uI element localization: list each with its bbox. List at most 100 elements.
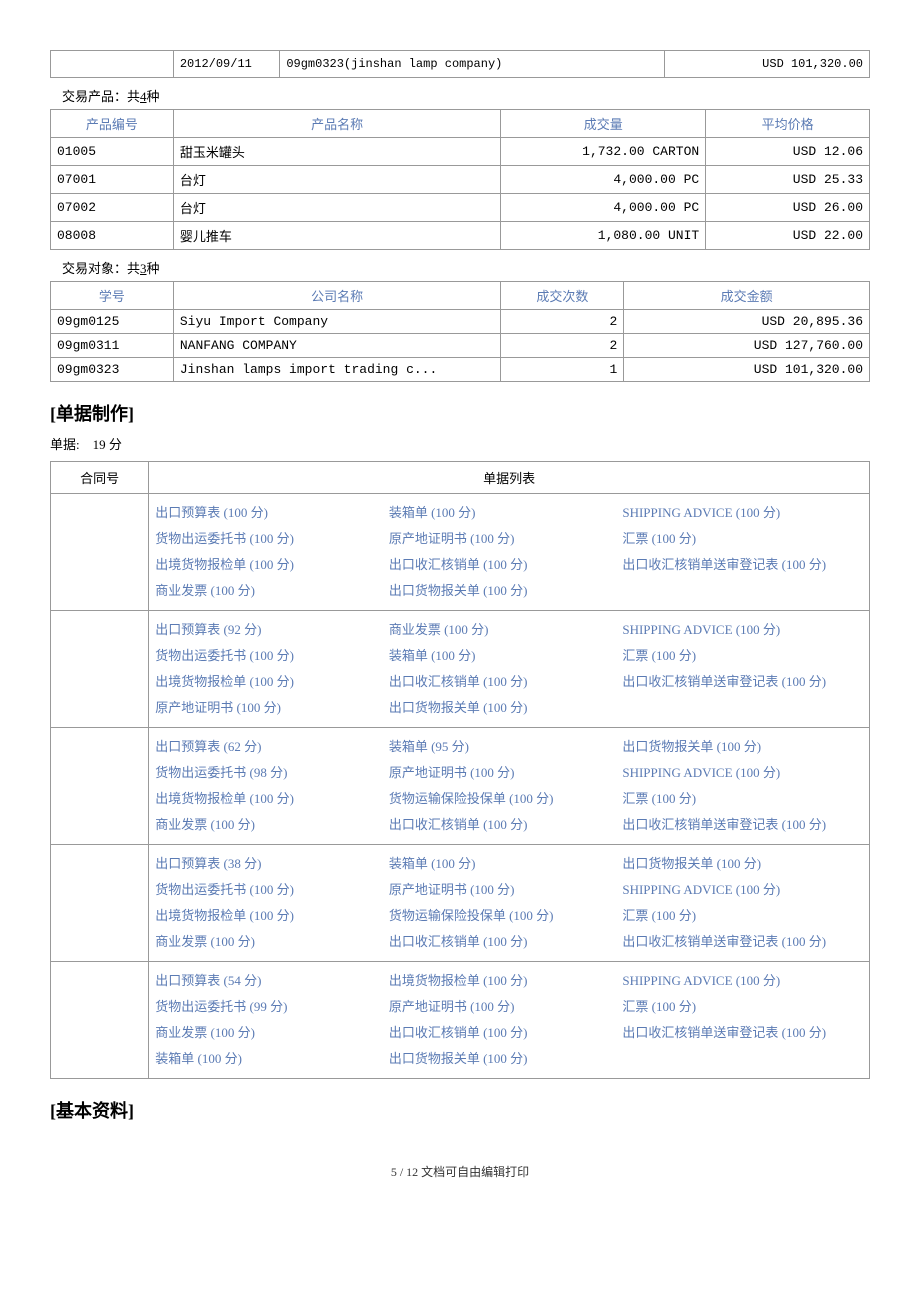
doc-link[interactable]: 装箱单 (100 分) — [155, 1051, 242, 1066]
doc-link[interactable]: 出口收汇核销单送审登记表 (100 分) — [622, 674, 826, 689]
product-qty: 4,000.00 PC — [501, 166, 706, 194]
product-price: USD 12.06 — [706, 138, 870, 166]
doc-link[interactable]: 出口预算表 (38 分) — [155, 856, 261, 871]
doc-link[interactable]: 出口预算表 (62 分) — [155, 739, 261, 754]
doc-link[interactable]: 商业发票 (100 分) — [155, 1025, 255, 1040]
documents-table: 合同号 单据列表 出口预算表 (100 分)装箱单 (100 分)SHIPPIN… — [50, 461, 870, 1079]
doc-link[interactable]: 出口货物报关单 (100 分) — [622, 739, 761, 754]
doc-link[interactable]: 装箱单 (100 分) — [389, 505, 476, 520]
doc-link[interactable]: 出口货物报关单 (100 分) — [389, 583, 528, 598]
doc-link[interactable]: 货物出运委托书 (100 分) — [155, 531, 294, 546]
partner-id: 09gm0125 — [51, 310, 174, 334]
doc-link[interactable]: SHIPPING ADVICE (100 分) — [622, 622, 780, 637]
doc-link[interactable]: 出境货物报检单 (100 分) — [389, 973, 528, 988]
doc-link[interactable]: 出口收汇核销单送审登记表 (100 分) — [622, 934, 826, 949]
doc-link[interactable]: 出口预算表 (54 分) — [155, 973, 261, 988]
doc-link[interactable]: 装箱单 (95 分) — [389, 739, 469, 754]
doc-link[interactable]: 出口收汇核销单 (100 分) — [389, 1025, 528, 1040]
doc-link[interactable]: 货物出运委托书 (100 分) — [155, 648, 294, 663]
partner-name: Siyu Import Company — [173, 310, 501, 334]
doc-link[interactable]: 原产地证明书 (100 分) — [155, 700, 281, 715]
doc-list-cell: 出口预算表 (38 分) 装箱单 (100 分) 出口货物报关单 (100 分) 货物… — [149, 845, 870, 962]
col-student-id: 学号 — [51, 282, 174, 310]
doc-link[interactable]: 装箱单 (100 分) — [389, 856, 476, 871]
table-row: 出口预算表 (92 分) 商业发票 (100 分) SHIPPING ADVICE … — [51, 611, 870, 728]
doc-link[interactable]: 货物运输保险投保单 (100 分) — [389, 908, 554, 923]
products-caption: 交易产品：共4种 — [62, 86, 870, 105]
doc-link[interactable]: 出境货物报检单 (100 分) — [155, 557, 294, 572]
doc-link[interactable]: 出口收汇核销单 (100 分) — [389, 674, 528, 689]
doc-link[interactable]: 汇票 (100 分) — [622, 791, 696, 806]
doc-link[interactable]: 装箱单 (100 分) — [389, 648, 476, 663]
contract-cell — [51, 728, 149, 845]
doc-link[interactable]: 出口收汇核销单 (100 分) — [389, 817, 528, 832]
table-row: 09gm0125Siyu Import Company2USD 20,895.3… — [51, 310, 870, 334]
table-row: 出口预算表 (62 分) 装箱单 (95 分) 出口货物报关单 (100 分) 货物出… — [51, 728, 870, 845]
col-deal-count: 成交次数 — [501, 282, 624, 310]
partners-table: 学号 公司名称 成交次数 成交金额 09gm0125Siyu Import Co… — [50, 281, 870, 382]
doc-link[interactable]: 汇票 (100 分) — [622, 531, 696, 546]
doc-link[interactable]: 商业发票 (100 分) — [155, 583, 255, 598]
table-row: 出口预算表 (38 分) 装箱单 (100 分) 出口货物报关单 (100 分) 货物… — [51, 845, 870, 962]
doc-link[interactable]: 出口收汇核销单送审登记表 (100 分) — [622, 1025, 826, 1040]
contract-cell — [51, 611, 149, 728]
transaction-date: 2012/09/11 — [173, 51, 279, 78]
col-deal-amount: 成交金额 — [624, 282, 870, 310]
doc-link[interactable]: SHIPPING ADVICE (100 分) — [622, 505, 780, 520]
partner-amount: USD 101,320.00 — [624, 358, 870, 382]
doc-link[interactable]: 货物出运委托书 (100 分) — [155, 882, 294, 897]
table-row: 09gm0323Jinshan lamps import trading c..… — [51, 358, 870, 382]
doc-link[interactable]: 出口收汇核销单 (100 分) — [389, 934, 528, 949]
doc-link[interactable]: 出口收汇核销单送审登记表 (100 分) — [622, 557, 826, 572]
product-qty: 1,732.00 CARTON — [501, 138, 706, 166]
doc-link[interactable]: SHIPPING ADVICE (100 分) — [622, 973, 780, 988]
doc-link[interactable]: SHIPPING ADVICE (100 分) — [622, 765, 780, 780]
table-row: 出口预算表 (100 分) 装箱单 (100 分) SHIPPING ADVICE … — [51, 494, 870, 611]
doc-link[interactable]: 出境货物报检单 (100 分) — [155, 791, 294, 806]
products-table: 产品编号 产品名称 成交量 平均价格 01005甜玉米罐头1,732.00 CA… — [50, 109, 870, 250]
product-qty: 1,080.00 UNIT — [501, 222, 706, 250]
col-company-name: 公司名称 — [173, 282, 501, 310]
doc-link[interactable]: 原产地证明书 (100 分) — [389, 531, 515, 546]
product-name: 婴儿推车 — [173, 222, 501, 250]
doc-link[interactable]: 出境货物报检单 (100 分) — [155, 674, 294, 689]
doc-link[interactable]: 出口预算表 (92 分) — [155, 622, 261, 637]
transaction-summary-row: 2012/09/11 09gm0323(jinshan lamp company… — [50, 50, 870, 78]
doc-link[interactable]: 汇票 (100 分) — [622, 648, 696, 663]
partner-count: 1 — [501, 358, 624, 382]
doc-link[interactable]: 原产地证明书 (100 分) — [389, 765, 515, 780]
table-row: 07002台灯4,000.00 PCUSD 26.00 — [51, 194, 870, 222]
partner-count: 2 — [501, 310, 624, 334]
doc-link[interactable]: 出口货物报关单 (100 分) — [389, 700, 528, 715]
doc-list-cell: 出口预算表 (92 分) 商业发票 (100 分) SHIPPING ADVICE … — [149, 611, 870, 728]
doc-link[interactable]: 原产地证明书 (100 分) — [389, 999, 515, 1014]
partner-id: 09gm0311 — [51, 334, 174, 358]
doc-link[interactable]: 出口货物报关单 (100 分) — [622, 856, 761, 871]
doc-link[interactable]: 出口收汇核销单送审登记表 (100 分) — [622, 817, 826, 832]
product-price: USD 26.00 — [706, 194, 870, 222]
doc-list-cell: 出口预算表 (100 分) 装箱单 (100 分) SHIPPING ADVICE … — [149, 494, 870, 611]
page-footer: 5 / 12 文档可自由编辑打印 — [50, 1163, 870, 1180]
doc-link[interactable]: 商业发票 (100 分) — [155, 934, 255, 949]
doc-link[interactable]: 商业发票 (100 分) — [155, 817, 255, 832]
doc-list-cell: 出口预算表 (54 分) 出境货物报检单 (100 分) SHIPPING ADVI… — [149, 962, 870, 1079]
doc-link[interactable]: 出口货物报关单 (100 分) — [389, 1051, 528, 1066]
doc-link[interactable]: 货物运输保险投保单 (100 分) — [389, 791, 554, 806]
doc-list-cell: 出口预算表 (62 分) 装箱单 (95 分) 出口货物报关单 (100 分) 货物出… — [149, 728, 870, 845]
doc-link[interactable]: 汇票 (100 分) — [622, 999, 696, 1014]
partner-amount: USD 20,895.36 — [624, 310, 870, 334]
col-contract-no: 合同号 — [51, 462, 149, 494]
doc-link[interactable]: 原产地证明书 (100 分) — [389, 882, 515, 897]
doc-link[interactable]: 出口预算表 (100 分) — [155, 505, 268, 520]
doc-link[interactable]: 汇票 (100 分) — [622, 908, 696, 923]
doc-score: 单据: 19 分 — [50, 434, 870, 453]
doc-link[interactable]: 出口收汇核销单 (100 分) — [389, 557, 528, 572]
product-id: 08008 — [51, 222, 174, 250]
doc-link[interactable]: SHIPPING ADVICE (100 分) — [622, 882, 780, 897]
doc-link[interactable]: 货物出运委托书 (98 分) — [155, 765, 287, 780]
doc-link[interactable]: 商业发票 (100 分) — [389, 622, 489, 637]
partner-id: 09gm0323 — [51, 358, 174, 382]
doc-link[interactable]: 出境货物报检单 (100 分) — [155, 908, 294, 923]
product-id: 07001 — [51, 166, 174, 194]
doc-link[interactable]: 货物出运委托书 (99 分) — [155, 999, 287, 1014]
